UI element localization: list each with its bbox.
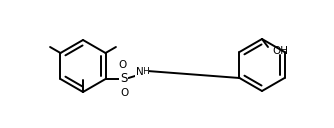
Text: N: N xyxy=(136,67,143,77)
Text: H: H xyxy=(142,67,149,76)
Text: O: O xyxy=(120,88,129,98)
Text: O: O xyxy=(118,60,127,70)
Text: S: S xyxy=(120,72,127,86)
Text: OH: OH xyxy=(272,46,288,56)
